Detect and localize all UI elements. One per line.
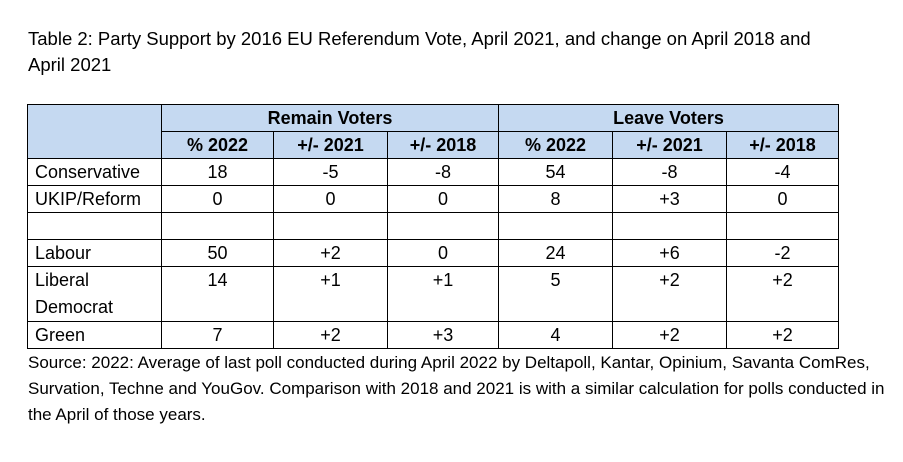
corner-cell xyxy=(27,104,162,159)
table-cell: 18 xyxy=(161,158,274,186)
sub-header: +/- 2021 xyxy=(612,131,727,159)
party-name: Labour xyxy=(27,239,162,267)
party-name: Liberal Democrat xyxy=(27,266,162,322)
table-cell: +2 xyxy=(273,321,388,349)
table-row: Green 7 +2 +3 4 +2 +2 xyxy=(27,321,839,349)
sub-header: % 2022 xyxy=(161,131,274,159)
party-name xyxy=(27,212,162,240)
table-cell: -8 xyxy=(387,158,499,186)
table-cell: +1 xyxy=(273,266,388,322)
party-name: Conservative xyxy=(27,158,162,186)
source-note: Source: 2022: Average of last poll condu… xyxy=(28,353,885,424)
table-cell: 24 xyxy=(498,239,613,267)
table-row: UKIP/Reform 0 0 0 8 +3 0 xyxy=(27,185,839,213)
table-cell: 0 xyxy=(726,185,839,213)
table-cell: 4 xyxy=(498,321,613,349)
table-cell: -2 xyxy=(726,239,839,267)
table-row: Conservative 18 -5 -8 54 -8 -4 xyxy=(27,158,839,186)
table-cell xyxy=(273,212,388,240)
table-cell: +3 xyxy=(612,185,727,213)
table-row: Liberal Democrat 14 +1 +1 5 +2 +2 xyxy=(27,266,839,322)
sub-header-row: % 2022 +/- 2021 +/- 2018 % 2022 +/- 2021… xyxy=(28,131,839,159)
table-row: Labour 50 +2 0 24 +6 -2 xyxy=(27,239,839,267)
table-cell: 50 xyxy=(161,239,274,267)
table-cell: +2 xyxy=(726,266,839,322)
table-cell: +2 xyxy=(612,321,727,349)
table-cell: 5 xyxy=(498,266,613,322)
table-cell: +2 xyxy=(612,266,727,322)
table-cell: 0 xyxy=(161,185,274,213)
table-cell xyxy=(726,212,839,240)
group-header-leave: Leave Voters xyxy=(498,104,839,132)
table-cell: 8 xyxy=(498,185,613,213)
table-cell: -8 xyxy=(612,158,727,186)
table-cell: 14 xyxy=(161,266,274,322)
group-header-remain: Remain Voters xyxy=(161,104,499,132)
group-header-row: Remain Voters Leave Voters xyxy=(27,104,839,159)
sub-header: % 2022 xyxy=(498,131,613,159)
table-cell xyxy=(387,212,499,240)
party-support-table: Remain Voters Leave Voters % 2022 +/- 20… xyxy=(27,104,839,349)
table-cell: +3 xyxy=(387,321,499,349)
sub-header: +/- 2021 xyxy=(273,131,388,159)
party-name: UKIP/Reform xyxy=(27,185,162,213)
table-cell: 7 xyxy=(161,321,274,349)
table-cell xyxy=(498,212,613,240)
table-cell: +2 xyxy=(726,321,839,349)
table-cell: +6 xyxy=(612,239,727,267)
table-cell: +2 xyxy=(273,239,388,267)
table-cell: 0 xyxy=(387,185,499,213)
table-cell: +1 xyxy=(387,266,499,322)
table-cell: 54 xyxy=(498,158,613,186)
table-cell: 0 xyxy=(387,239,499,267)
table-cell: -5 xyxy=(273,158,388,186)
sub-header: +/- 2018 xyxy=(726,131,839,159)
table-cell xyxy=(161,212,274,240)
table-cell: -4 xyxy=(726,158,839,186)
table-cell xyxy=(612,212,727,240)
table-title: Table 2: Party Support by 2016 EU Refere… xyxy=(28,28,811,75)
party-name: Green xyxy=(27,321,162,349)
sub-header: +/- 2018 xyxy=(387,131,499,159)
table-row-blank xyxy=(27,212,839,240)
table-cell: 0 xyxy=(273,185,388,213)
